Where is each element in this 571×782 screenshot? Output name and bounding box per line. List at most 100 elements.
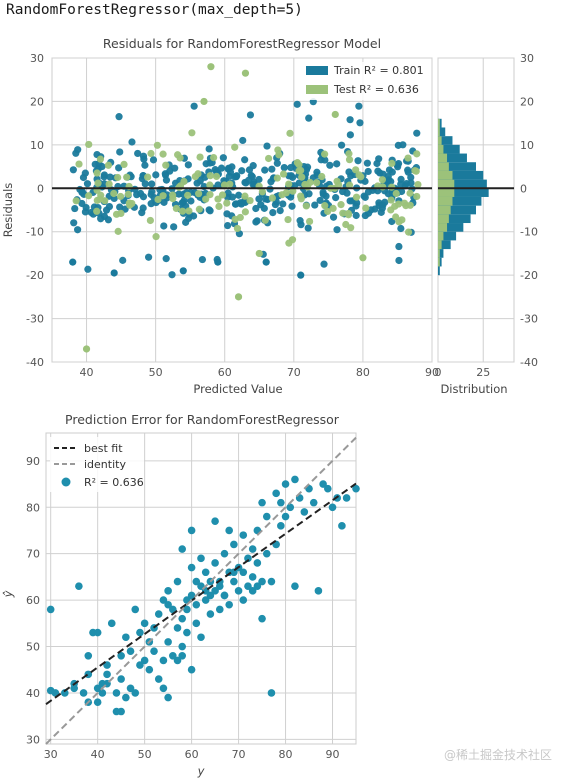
prediction-point bbox=[140, 656, 149, 665]
test-point bbox=[329, 204, 337, 213]
y-tick-label: 10 bbox=[30, 139, 44, 152]
prediction-point bbox=[352, 484, 360, 493]
prediction-point bbox=[112, 707, 121, 716]
train-point bbox=[184, 161, 192, 169]
prediction-point bbox=[169, 605, 177, 614]
residuals-legend: Train R² = 0.801 Test R² = 0.636 bbox=[303, 62, 429, 100]
test-point bbox=[112, 210, 121, 218]
test-point bbox=[395, 218, 403, 226]
test-point bbox=[162, 161, 170, 169]
test-point bbox=[278, 191, 286, 199]
test-point bbox=[357, 173, 365, 181]
test-point bbox=[152, 233, 160, 241]
test-point bbox=[114, 227, 122, 235]
test-point bbox=[159, 150, 167, 158]
test-point bbox=[268, 194, 276, 202]
test-point bbox=[144, 173, 152, 181]
test-point bbox=[169, 191, 177, 199]
dist-bar-train bbox=[438, 153, 467, 163]
train-point bbox=[202, 160, 210, 168]
dist-bar-test bbox=[438, 257, 440, 267]
x-tick-label: 60 bbox=[218, 366, 232, 379]
dist-bar-test bbox=[438, 223, 448, 232]
test-point bbox=[110, 189, 118, 198]
train-point bbox=[407, 179, 415, 187]
residuals-plot: 40 50 60 70 80 90 -40 -40 -30 -30 -20 -20 -10 -10 0 0 10… bbox=[1, 36, 538, 396]
test-point bbox=[378, 176, 387, 184]
test-outlier-point bbox=[82, 345, 91, 353]
train-point bbox=[228, 193, 237, 201]
prediction-point bbox=[248, 573, 257, 581]
train-point bbox=[293, 100, 301, 108]
test-point bbox=[388, 183, 396, 191]
prediction-point bbox=[215, 582, 224, 590]
train-point bbox=[235, 191, 243, 199]
train-point bbox=[162, 255, 170, 263]
prediction-title: Prediction Error for RandomForestRegress… bbox=[65, 412, 340, 427]
pe-x-tick-label: 50 bbox=[138, 748, 152, 761]
test-point bbox=[226, 180, 234, 188]
y-tick-label-right: 20 bbox=[520, 95, 534, 108]
test-point bbox=[147, 149, 155, 158]
test-point bbox=[206, 172, 214, 180]
test-point bbox=[185, 207, 193, 215]
test-point bbox=[96, 155, 105, 163]
train-point bbox=[364, 167, 372, 176]
prediction-point bbox=[164, 600, 172, 609]
prediction-point bbox=[328, 503, 337, 512]
test-point bbox=[241, 192, 249, 200]
train-point bbox=[395, 242, 403, 251]
test-outlier-point bbox=[234, 293, 243, 301]
dist-bar-train bbox=[438, 205, 476, 215]
prediction-point bbox=[173, 656, 182, 665]
prediction-point bbox=[201, 596, 210, 604]
test-point bbox=[345, 150, 353, 158]
train-point bbox=[100, 171, 109, 179]
prediction-point bbox=[178, 652, 187, 660]
train-point bbox=[74, 226, 82, 234]
train-point bbox=[332, 194, 340, 202]
train-point bbox=[276, 207, 284, 215]
train-point bbox=[170, 223, 178, 231]
y-tick-label-right: 0 bbox=[520, 182, 527, 195]
train-point bbox=[388, 168, 396, 176]
train-point bbox=[305, 190, 313, 198]
pe-x-tick-label: 40 bbox=[91, 748, 105, 761]
dist-bar-train bbox=[438, 196, 482, 206]
prediction-point bbox=[93, 628, 102, 637]
test-outlier-point bbox=[359, 254, 367, 262]
dist-bar-test bbox=[438, 179, 455, 189]
prediction-point bbox=[117, 652, 125, 660]
prediction-point bbox=[215, 605, 224, 614]
train-point bbox=[377, 208, 385, 216]
test-point bbox=[337, 201, 345, 209]
pe-x-tick-label: 70 bbox=[232, 748, 246, 761]
dist-bar-train bbox=[438, 144, 460, 154]
train-point bbox=[279, 200, 287, 208]
test-point bbox=[236, 213, 244, 222]
train-point bbox=[211, 166, 219, 174]
legend-swatch-r2 bbox=[61, 477, 71, 487]
residuals-xlabel: Predicted Value bbox=[193, 382, 282, 396]
prediction-point bbox=[164, 693, 172, 702]
train-point bbox=[187, 197, 195, 205]
train-point bbox=[168, 271, 176, 279]
dist-bar-train bbox=[438, 231, 457, 241]
train-point bbox=[205, 145, 213, 153]
dist-bar-train bbox=[438, 179, 487, 189]
train-point bbox=[271, 200, 280, 209]
train-point bbox=[139, 152, 148, 160]
train-point bbox=[193, 179, 201, 187]
test-point bbox=[206, 191, 214, 199]
train-point bbox=[160, 198, 168, 206]
test-point bbox=[210, 153, 218, 162]
prediction-point bbox=[220, 591, 229, 600]
prediction-point bbox=[126, 647, 135, 655]
train-point bbox=[83, 180, 92, 188]
train-point bbox=[148, 180, 156, 188]
test-point bbox=[321, 150, 329, 158]
test-point bbox=[344, 209, 352, 218]
prediction-point bbox=[230, 577, 238, 586]
train-point bbox=[81, 208, 90, 216]
prediction-point bbox=[324, 484, 332, 493]
